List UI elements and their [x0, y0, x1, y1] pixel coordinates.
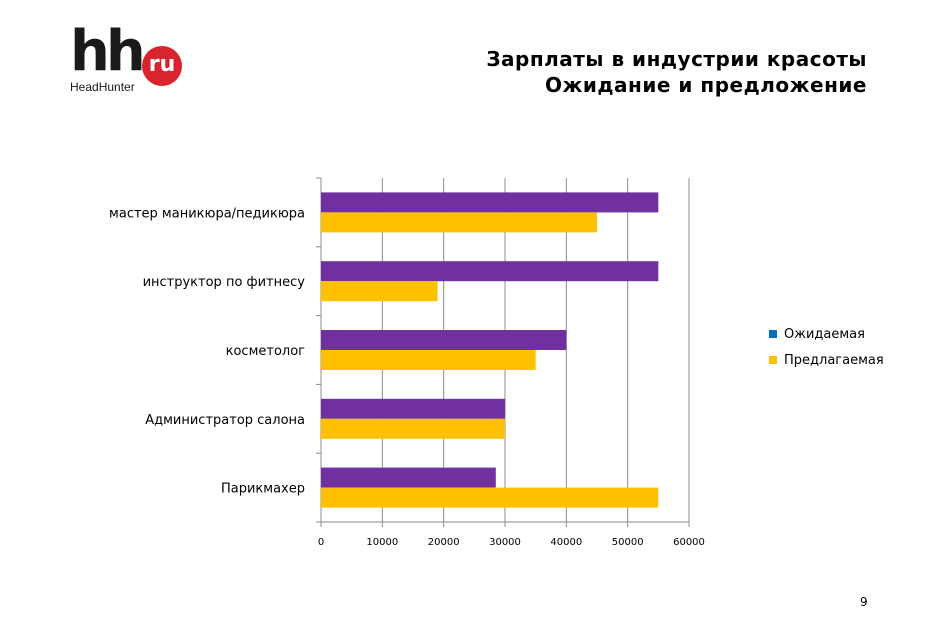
- bar-expected: [321, 467, 496, 488]
- category-label: косметолог: [226, 344, 306, 359]
- bar-expected: [321, 398, 505, 419]
- bar-offered: [321, 212, 597, 233]
- legend-swatch: [769, 356, 777, 364]
- x-tick-label: 60000: [673, 537, 705, 548]
- title-line-2: Ожидание и предложение: [544, 73, 867, 97]
- bar-expected: [321, 261, 659, 282]
- category-label: Парикмахер: [221, 482, 305, 497]
- page-number: 9: [860, 595, 868, 609]
- legend-swatch: [769, 330, 777, 338]
- bar-offered: [321, 418, 505, 439]
- category-label: мастер маникюра/педикюра: [109, 206, 305, 221]
- x-tick-label: 50000: [612, 537, 644, 548]
- logo-badge: ru: [142, 46, 182, 86]
- logo-mark: hh: [70, 19, 146, 84]
- category-label: инструктор по фитнесу: [143, 275, 306, 290]
- bar-offered: [321, 350, 536, 370]
- x-tick-label: 10000: [366, 537, 398, 548]
- legend-label: Ожидаемая: [784, 327, 865, 342]
- bar-expected: [321, 192, 659, 213]
- x-tick-label: 0: [318, 537, 324, 548]
- logo-subtitle: HeadHunter: [70, 80, 135, 94]
- slide-title: Зарплаты в индустрии красоты Ожидание и …: [486, 46, 867, 98]
- x-tick-label: 40000: [550, 537, 582, 548]
- headhunter-logo: hh ru HeadHunter: [70, 22, 190, 96]
- bar-offered: [321, 487, 659, 508]
- x-tick-label: 30000: [489, 537, 521, 548]
- bar-expected: [321, 330, 567, 350]
- category-label: Администратор салона: [145, 413, 305, 428]
- x-tick-label: 20000: [428, 537, 460, 548]
- legend-label: Предлагаемая: [784, 353, 884, 368]
- title-line-1: Зарплаты в индустрии красоты: [486, 47, 867, 71]
- bar-offered: [321, 281, 438, 302]
